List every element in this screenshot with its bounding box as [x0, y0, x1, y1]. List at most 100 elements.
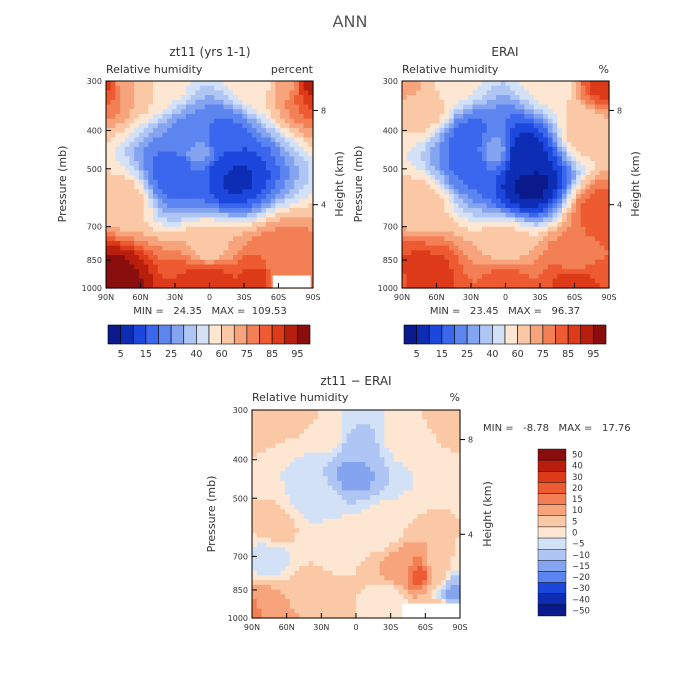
- field-cell: [604, 113, 610, 120]
- field-cell: [341, 514, 348, 520]
- field-cell: [430, 170, 436, 176]
- field-cell: [341, 509, 348, 515]
- field-cell: [543, 208, 549, 214]
- field-cell: [449, 231, 455, 237]
- field-cell: [289, 255, 295, 261]
- field-cell: [134, 212, 140, 219]
- field-cell: [472, 104, 478, 110]
- field-cell: [481, 170, 488, 176]
- field-cell: [481, 156, 488, 162]
- field-cell: [496, 90, 502, 96]
- field-cell: [148, 123, 154, 129]
- field-cell: [157, 184, 164, 190]
- field-cell: [294, 151, 300, 157]
- field-cell: [138, 123, 145, 129]
- field-cell: [505, 189, 511, 195]
- field-cell: [143, 142, 149, 148]
- field-cell: [167, 156, 173, 162]
- field-cell: [552, 151, 558, 157]
- field-cell: [510, 85, 516, 91]
- field-cell: [496, 142, 502, 148]
- field-cell: [308, 428, 315, 435]
- field-cell: [351, 608, 357, 614]
- field-cell: [318, 509, 324, 515]
- field-cell: [524, 259, 530, 266]
- field-cell: [449, 259, 455, 266]
- field-cell: [552, 217, 558, 223]
- field-cell: [594, 278, 601, 284]
- field-cell: [106, 264, 112, 270]
- field-cell: [406, 273, 412, 280]
- field-cell: [505, 118, 511, 124]
- field-cell: [449, 273, 455, 280]
- field-cell: [190, 118, 196, 124]
- field-cell: [228, 184, 234, 190]
- field-cell: [223, 137, 229, 143]
- field-cell: [256, 575, 263, 581]
- field-cell: [599, 175, 605, 181]
- field-cell: [237, 104, 244, 110]
- field-cell: [566, 245, 572, 251]
- field-cell: [261, 594, 267, 600]
- field-cell: [237, 269, 244, 275]
- field-cell: [406, 85, 412, 91]
- field-cell: [486, 170, 492, 176]
- field-cell: [481, 245, 488, 251]
- field-cell: [590, 217, 596, 223]
- field-cell: [439, 231, 445, 237]
- field-cell: [115, 132, 121, 139]
- field-cell: [467, 165, 474, 171]
- field-cell: [538, 278, 544, 284]
- field-cell: [237, 217, 244, 223]
- field-cell: [406, 193, 412, 200]
- field-cell: [510, 165, 516, 171]
- field-cell: [242, 90, 248, 96]
- field-cell: [228, 104, 234, 110]
- field-cell: [304, 542, 310, 548]
- field-cell: [251, 90, 258, 96]
- field-cell: [547, 128, 554, 134]
- field-cell: [351, 532, 357, 539]
- field-cell: [590, 85, 596, 91]
- field-cell: [280, 193, 286, 200]
- field-cell: [134, 193, 140, 200]
- field-cell: [299, 532, 305, 539]
- field-cell: [138, 226, 145, 233]
- field-cell: [514, 189, 521, 195]
- field-cell: [351, 462, 357, 468]
- field-cell: [590, 273, 596, 280]
- field-cell: [228, 123, 234, 129]
- field-cell: [275, 589, 281, 595]
- field-cell: [247, 151, 253, 157]
- field-cell: [519, 189, 525, 195]
- field-cell: [529, 278, 535, 284]
- heatmap-field-model: [106, 81, 314, 289]
- field-cell: [599, 142, 605, 148]
- field-cell: [594, 259, 601, 266]
- field-cell: [270, 476, 277, 482]
- field-cell: [303, 170, 309, 176]
- field-cell: [171, 208, 178, 214]
- field-cell: [543, 175, 549, 181]
- field-cell: [181, 104, 187, 110]
- field-cell: [261, 269, 267, 275]
- field-cell: [341, 433, 348, 439]
- field-cell: [304, 556, 310, 562]
- field-cell: [561, 151, 568, 157]
- y-tick-label: 500: [87, 165, 102, 174]
- field-cell: [594, 189, 601, 195]
- field-cell: [209, 109, 215, 115]
- field-cell: [275, 452, 281, 458]
- field-cell: [265, 99, 272, 106]
- field-cell: [157, 179, 164, 186]
- field-cell: [284, 212, 291, 219]
- field-cell: [444, 118, 450, 124]
- field-cell: [294, 551, 300, 558]
- field-cell: [510, 259, 516, 266]
- field-cell: [449, 189, 455, 195]
- field-cell: [251, 198, 258, 204]
- field-cell: [585, 184, 591, 190]
- field-cell: [547, 208, 554, 214]
- field-cell: [228, 151, 234, 157]
- field-cell: [425, 198, 431, 204]
